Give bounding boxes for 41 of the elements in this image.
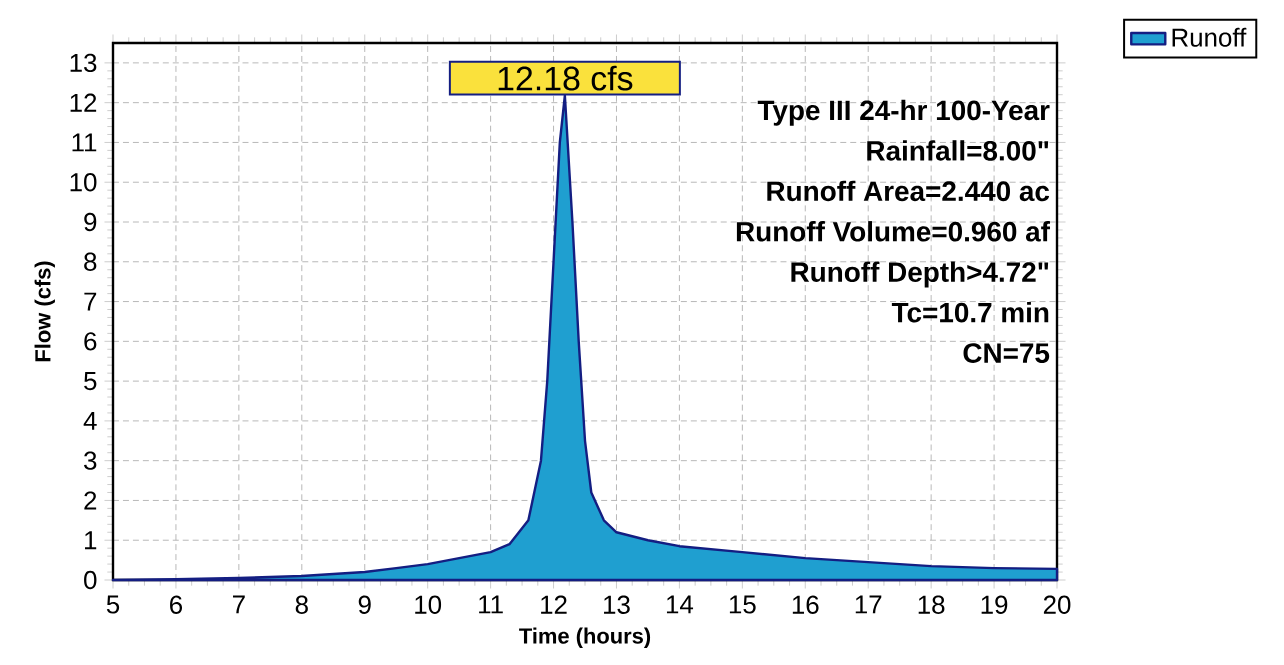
x-tick-label: 6	[170, 595, 183, 614]
annotation: 12.18 cfs	[498, 65, 633, 91]
y-tick-label: 3	[84, 451, 97, 470]
y-tick-label: 5	[84, 372, 97, 391]
y-tick-label: 13	[70, 53, 97, 73]
x-tick-label: 8	[295, 595, 308, 614]
y-tick-label: 1	[85, 531, 97, 550]
y-tick-label: 2	[84, 491, 97, 510]
x-tick-label: 18	[918, 595, 945, 614]
annotation: Runoff Volume=0.960 af	[736, 221, 1051, 242]
x-tick-label: 16	[792, 595, 819, 614]
x-tick-label: 7	[233, 595, 245, 614]
annotation: Type III 24-hr 100-Year	[757, 99, 1050, 126]
x-tick-label: 11	[479, 595, 503, 614]
x-tick-label: 5	[106, 595, 120, 614]
x-axis-title: Time (hours)	[519, 627, 651, 648]
x-tick-label: 17	[855, 595, 882, 614]
annotation: Rainfall=8.00"	[867, 140, 1049, 161]
x-tick-label: 19	[981, 595, 1008, 614]
annotation: Runoff Area=2.440 ac	[767, 180, 1050, 202]
annotation: Tc=10.7 min	[891, 302, 1049, 323]
x-tick-label: 14	[666, 595, 694, 614]
x-tick-label: 12	[541, 595, 567, 614]
x-tick-label: 13	[604, 595, 630, 614]
y-tick-label: 8	[84, 252, 97, 271]
annotation: CN=75	[963, 343, 1050, 363]
y-tick-label: 9	[84, 212, 97, 232]
legend-label: Runoff	[1172, 27, 1247, 47]
y-tick-label: 6	[84, 332, 97, 351]
x-tick-label: 15	[729, 595, 756, 614]
x-tick-label: 10	[415, 595, 442, 614]
y-axis-title: Flow (cfs)	[34, 261, 55, 362]
x-tick-label: 9	[358, 595, 371, 614]
x-tick-label: 20	[1043, 595, 1071, 614]
y-tick-label: 10	[70, 173, 97, 192]
annotation: Runoff Depth>4.72"	[791, 261, 1049, 288]
y-tick-label: 0	[84, 570, 97, 590]
y-tick-label: 11	[72, 133, 97, 152]
y-tick-label: 12	[70, 93, 97, 112]
y-tick-label: 4	[83, 411, 97, 430]
y-tick-label: 7	[84, 292, 97, 311]
